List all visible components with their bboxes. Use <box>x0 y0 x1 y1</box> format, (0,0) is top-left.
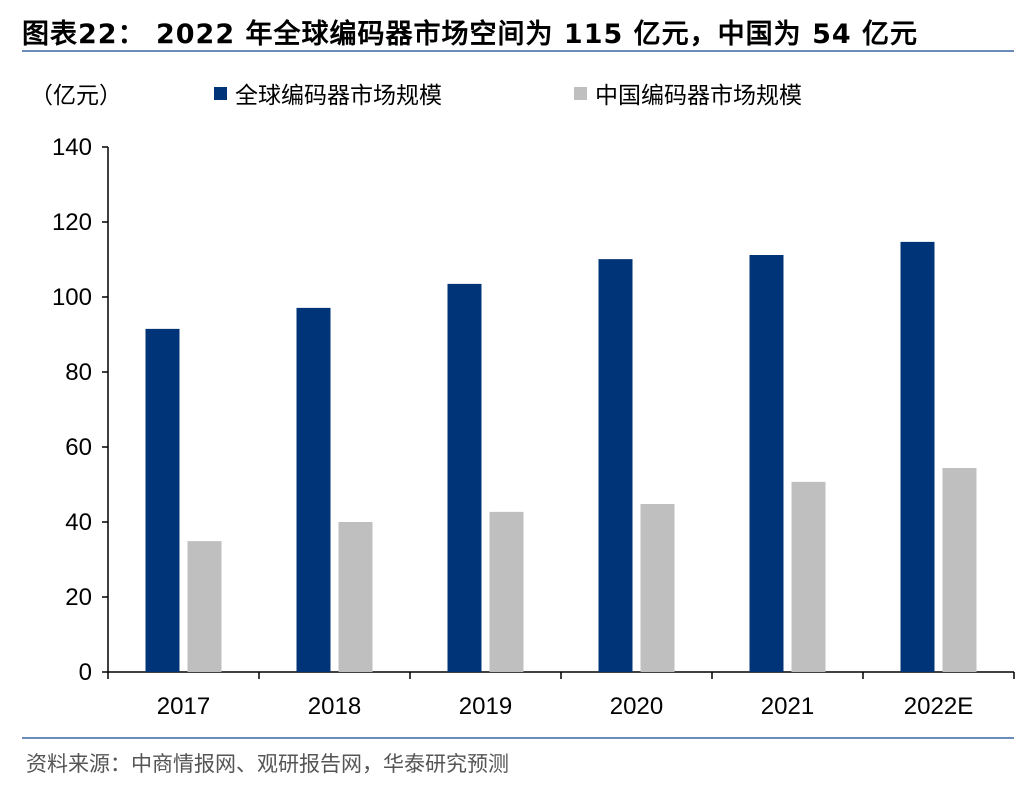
bar-china <box>640 504 675 672</box>
legend-label-china: 中国编码器市场规模 <box>595 83 802 109</box>
legend-swatch-china <box>574 86 587 100</box>
source-note: 资料来源：中商情报网、观研报告网，华泰研究预测 <box>26 752 509 776</box>
y-tick-label: 100 <box>52 284 92 311</box>
x-tick-label: 2017 <box>157 693 210 720</box>
x-tick-label: 2018 <box>308 693 361 720</box>
y-tick-label: 140 <box>52 134 92 161</box>
bar-global <box>296 307 331 672</box>
x-tick-label: 2019 <box>459 693 512 720</box>
legend-item-china: 中国编码器市场规模 <box>574 76 802 110</box>
y-tick-label: 20 <box>65 584 92 611</box>
y-tick-label: 120 <box>52 209 92 236</box>
bar-china <box>791 481 826 672</box>
title-divider <box>22 50 1014 52</box>
y-tick-label: 40 <box>65 509 92 536</box>
bar-china <box>338 522 373 672</box>
y-tick-label: 0 <box>79 659 92 686</box>
bar-global <box>145 328 180 672</box>
bar-global <box>598 259 633 672</box>
legend-item-global: 全球编码器市场规模 <box>214 76 442 110</box>
y-tick-label: 80 <box>65 359 92 386</box>
bar-china <box>489 511 524 672</box>
chart-title: 图表22： 2022 年全球编码器市场空间为 115 亿元，中国为 54 亿元 <box>22 19 919 50</box>
legend-swatch-global <box>214 86 227 100</box>
y-axis-unit: （亿元） <box>30 83 122 109</box>
bar-global <box>900 241 935 672</box>
bar-global <box>749 255 784 672</box>
bar-global <box>447 283 482 672</box>
y-tick-label: 60 <box>65 434 92 461</box>
bar-china <box>187 541 222 672</box>
x-tick-label: 2020 <box>610 693 663 720</box>
source-divider <box>22 737 1014 739</box>
x-tick-label: 2022E <box>904 693 973 720</box>
bar-china <box>942 468 977 672</box>
x-tick-label: 2021 <box>761 693 814 720</box>
legend-label-global: 全球编码器市场规模 <box>235 83 442 109</box>
